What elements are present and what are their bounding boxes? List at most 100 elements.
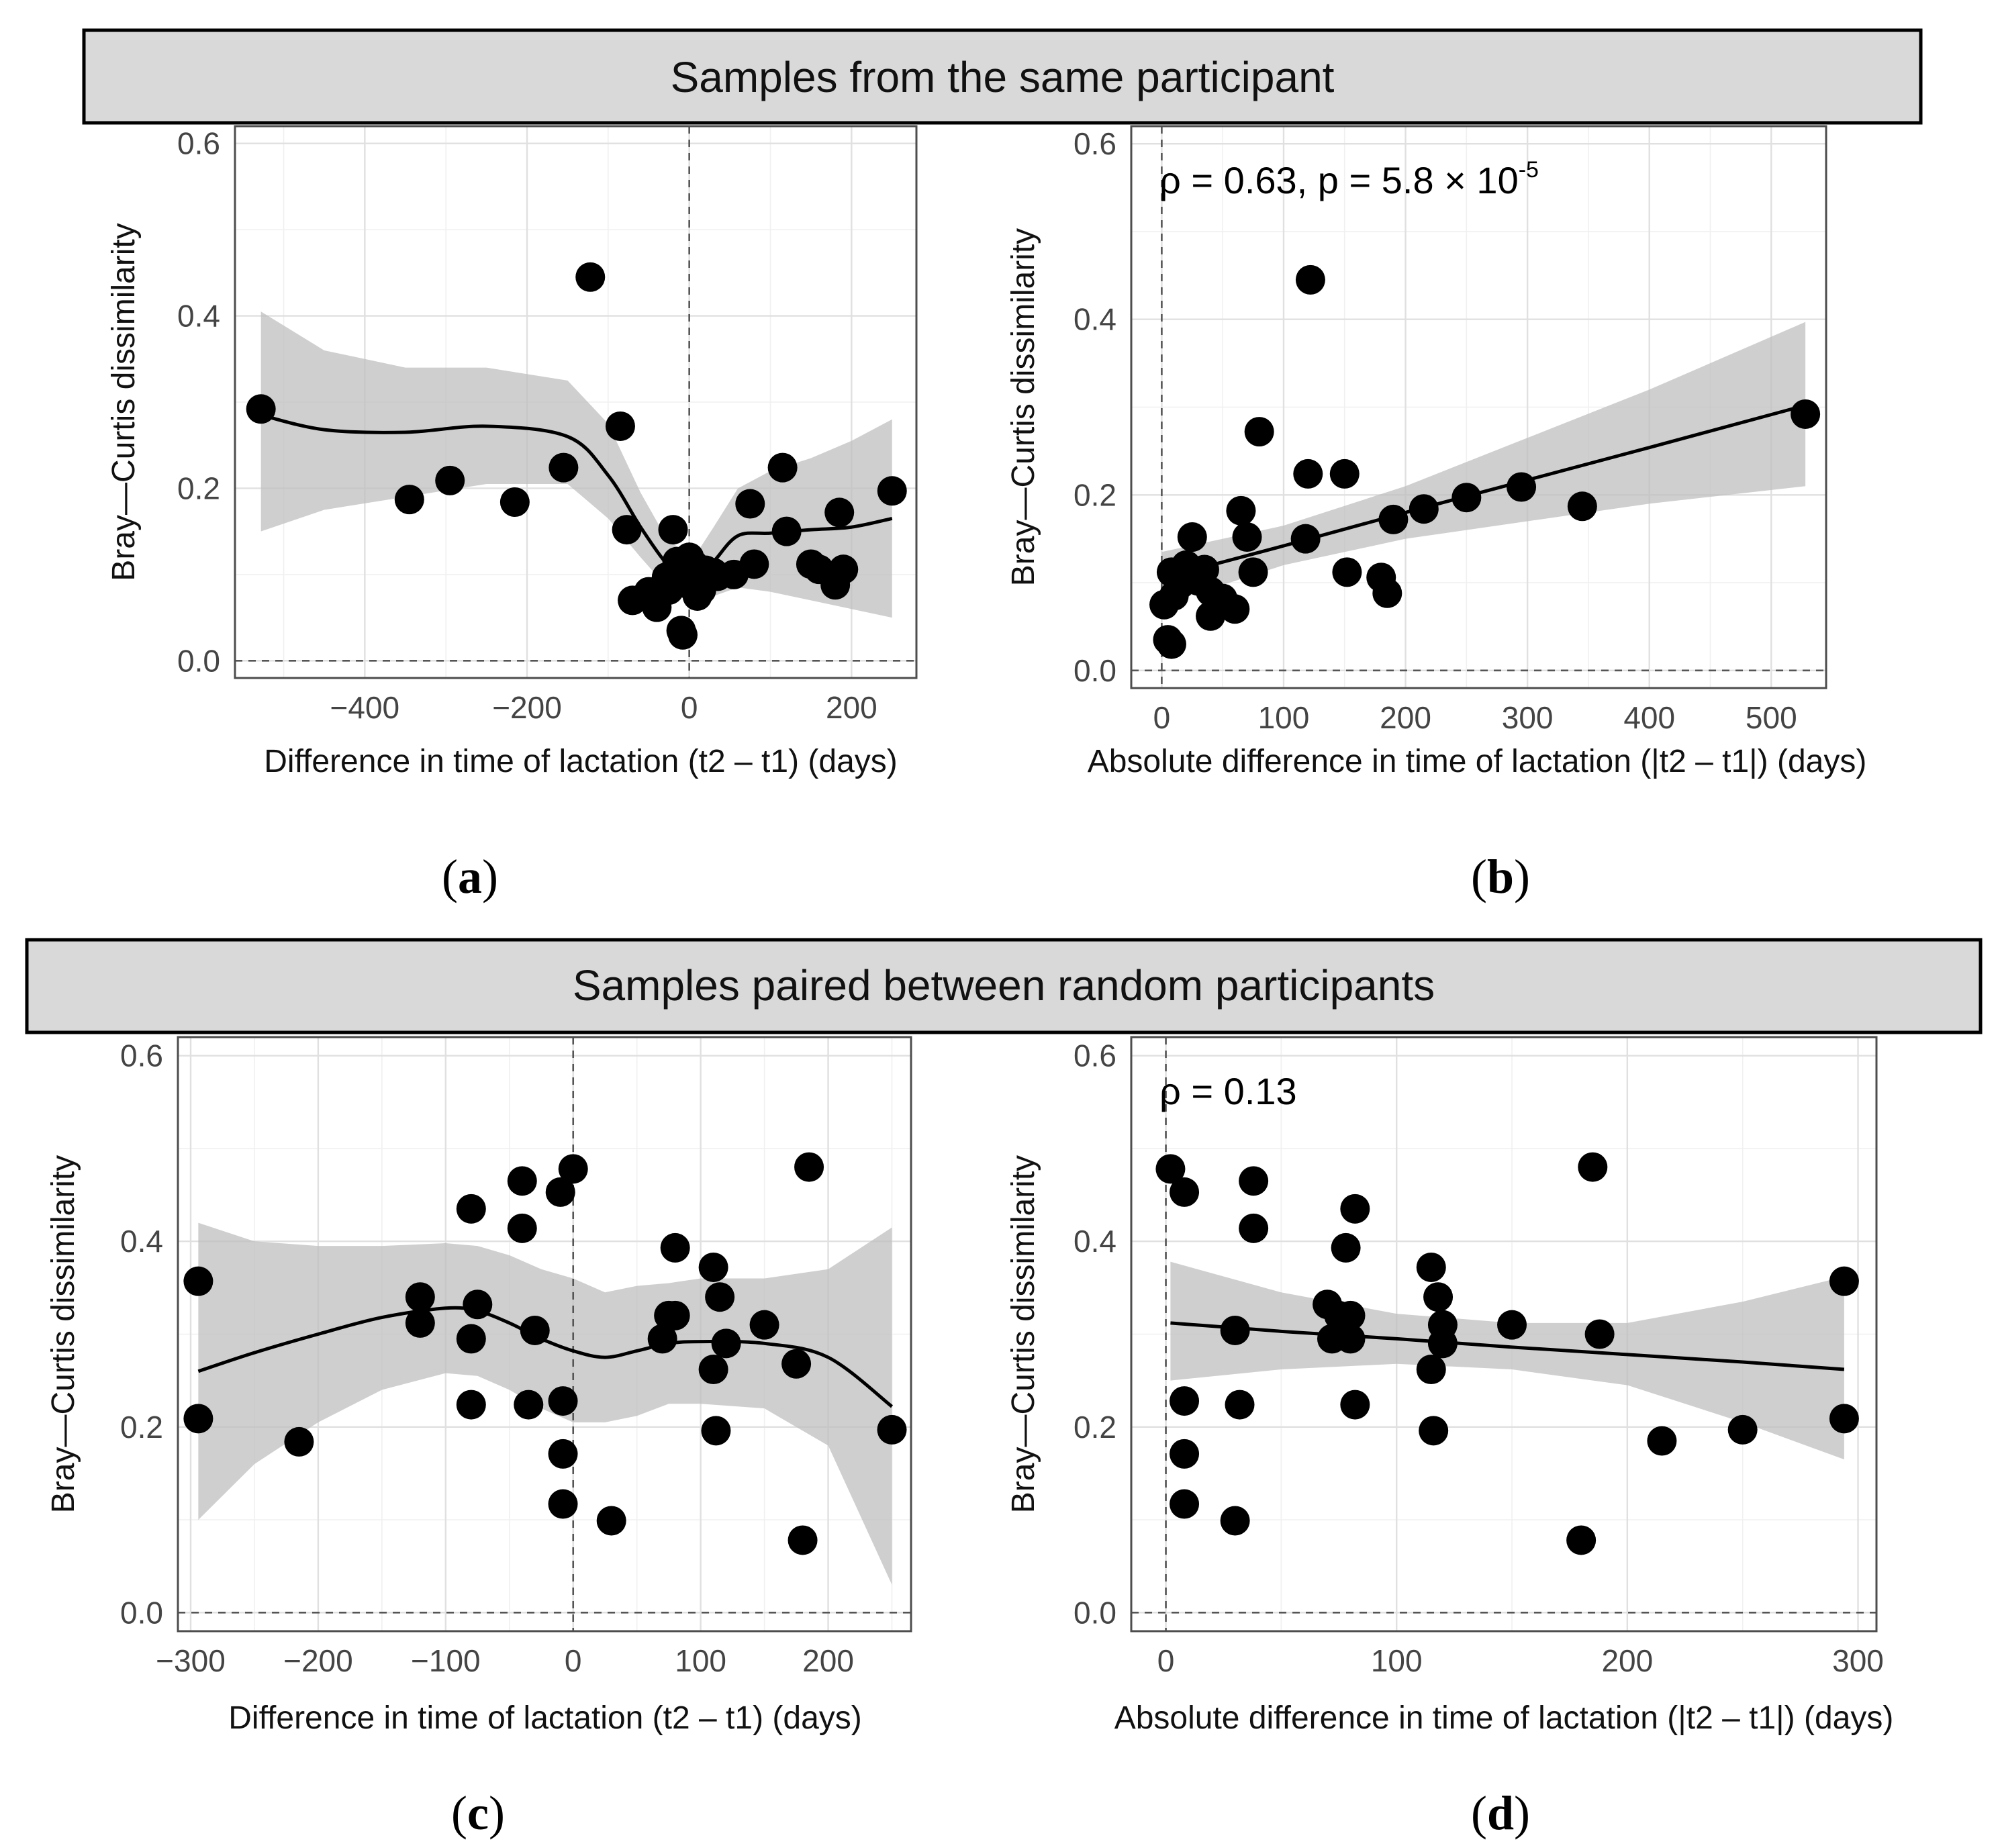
data-point <box>701 1416 731 1446</box>
data-point <box>1427 1328 1458 1359</box>
data-point <box>405 1282 435 1312</box>
data-point <box>514 1390 544 1420</box>
data-point <box>1791 399 1821 429</box>
data-point <box>705 1282 735 1312</box>
caption-close-paren: ) <box>1514 850 1530 904</box>
y-tick-label: 0.0 <box>120 1595 163 1630</box>
data-point <box>1340 1390 1370 1420</box>
plot-frame-a <box>234 125 918 679</box>
y-tick-label: 0.4 <box>1074 302 1116 337</box>
data-point <box>1290 524 1321 554</box>
data-point <box>463 1290 493 1320</box>
y-tick-label: 0.6 <box>1074 126 1116 161</box>
data-point <box>660 1300 690 1330</box>
data-point <box>520 1315 550 1345</box>
data-point <box>1423 1282 1454 1312</box>
data-point <box>605 411 635 441</box>
data-point <box>1170 1439 1200 1469</box>
data-point <box>735 489 765 519</box>
data-point <box>548 1489 578 1519</box>
data-point <box>1239 1166 1269 1196</box>
panel-d: 0 100 200 300 0.0 0.2 0.4 0.6 Absolute differenc… <box>1006 1036 1894 1840</box>
confidence-band-c <box>198 1222 892 1585</box>
x-tick-label: 200 <box>826 690 877 725</box>
data-point <box>1829 1404 1859 1434</box>
panel-caption-b: (b) <box>1471 850 1530 904</box>
data-point <box>405 1308 435 1338</box>
data-point <box>1578 1152 1608 1182</box>
caption-letter: d <box>1487 1786 1514 1840</box>
data-point <box>507 1213 537 1243</box>
data-point <box>1225 1390 1255 1420</box>
data-point <box>1155 1154 1186 1184</box>
data-point <box>183 1266 213 1296</box>
data-point <box>1170 1386 1200 1416</box>
data-point <box>246 394 276 424</box>
panel-c: −300 −200 −100 0 100 200 0.0 0.2 0.4 0.6 Differenc… <box>46 1036 912 1840</box>
data-point <box>1293 458 1323 489</box>
data-point <box>507 1166 537 1196</box>
plot-frame-b <box>1130 125 1827 689</box>
correlation-text: ρ = 0.63, p = 5.8 × 10 <box>1159 159 1519 201</box>
data-point <box>1419 1416 1449 1446</box>
data-point <box>1647 1426 1677 1456</box>
y-tick-label: 0.6 <box>177 126 220 161</box>
data-point <box>1497 1310 1527 1340</box>
data-point <box>1295 264 1325 295</box>
data-point <box>1507 472 1537 502</box>
data-point <box>575 262 606 292</box>
x-tick-label: 500 <box>1746 700 1797 735</box>
data-point <box>1335 1300 1366 1330</box>
x-tick-label: 100 <box>1258 700 1310 735</box>
y-tick-label: 0.2 <box>1074 1410 1116 1445</box>
data-point <box>877 476 907 506</box>
data-point <box>877 1414 907 1445</box>
data-point <box>1829 1266 1859 1296</box>
data-point <box>1170 1489 1200 1519</box>
data-point <box>394 485 424 515</box>
plot-frame-c <box>177 1036 912 1633</box>
data-point <box>1156 629 1186 659</box>
data-point <box>771 516 802 546</box>
banner-random-participants-text: Samples paired between random participan… <box>573 961 1435 1010</box>
data-point <box>545 1177 575 1207</box>
data-point <box>1416 1252 1446 1282</box>
data-point <box>1331 1232 1361 1263</box>
caption-letter: c <box>467 1786 489 1840</box>
data-point <box>558 1154 588 1184</box>
y-tick-label: 0.6 <box>1074 1038 1116 1073</box>
caption-close-paren: ) <box>489 1786 505 1840</box>
data-point <box>612 515 642 545</box>
y-axis-label-c: Bray—Curtis dissimilarity <box>46 1155 81 1513</box>
x-axis-label-c: Difference in time of lactation (t2 – t1… <box>228 1700 862 1736</box>
data-point <box>1727 1414 1758 1445</box>
data-point <box>1226 495 1256 526</box>
data-point <box>1220 594 1250 624</box>
caption-open-paren: ( <box>442 850 458 904</box>
data-point <box>660 1232 690 1263</box>
panel-caption-c: (c) <box>451 1786 505 1840</box>
data-point <box>1340 1194 1370 1224</box>
data-point <box>435 465 465 495</box>
data-point <box>1584 1319 1615 1349</box>
data-point <box>284 1426 314 1457</box>
correlation-exponent: -5 <box>1519 157 1539 183</box>
data-point <box>711 1328 741 1359</box>
caption-open-paren: ( <box>451 1786 467 1840</box>
data-point <box>549 452 579 483</box>
data-point <box>183 1404 213 1434</box>
y-axis-label-a: Bray—Curtis dissimilarity <box>106 223 142 581</box>
y-tick-label: 0.2 <box>1074 477 1116 512</box>
data-point <box>1378 504 1409 534</box>
x-tick-label: 300 <box>1832 1643 1884 1678</box>
data-point <box>658 515 688 545</box>
x-axis-label-d: Absolute difference in time of lactation… <box>1114 1700 1894 1736</box>
x-tick-label: 200 <box>1601 1643 1653 1678</box>
plot-frame-d <box>1130 1036 1878 1633</box>
data-point <box>1416 1355 1446 1385</box>
data-point <box>1177 522 1207 552</box>
data-point <box>1238 557 1268 587</box>
y-axis-label-b: Bray—Curtis dissimilarity <box>1006 228 1041 586</box>
data-point <box>788 1525 818 1555</box>
panel-b: 0 100 200 300 400 500 0.0 0.2 0.4 0.6 Absolute dif… <box>1006 125 1866 904</box>
